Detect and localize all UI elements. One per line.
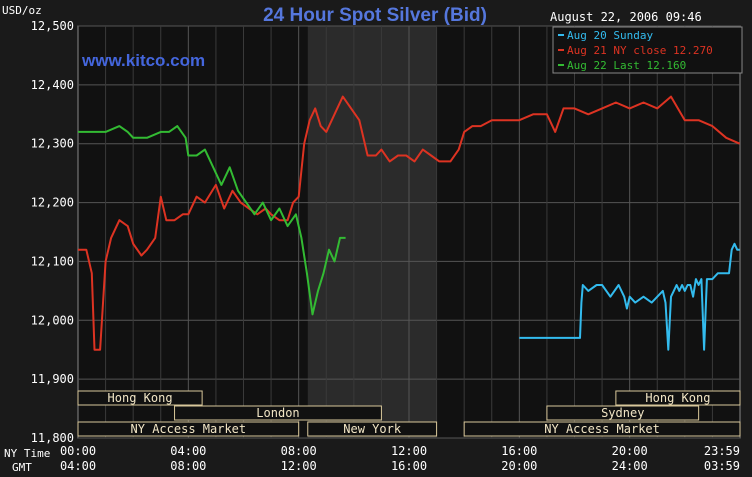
session-label: NY Access Market <box>131 422 247 436</box>
x-tick-label-gmt: 12:00 <box>281 459 317 473</box>
y-tick-label: 11,900 <box>31 372 74 386</box>
x-tick-label-gmt: 04:00 <box>60 459 96 473</box>
session-box <box>463 421 741 437</box>
y-tick-label: 12,200 <box>31 196 74 210</box>
x-tick-label-ny: 08:00 <box>281 444 317 458</box>
legend-entry: Aug 21 NY close 12.270 <box>567 44 713 57</box>
y-tick-label: 12,100 <box>31 254 74 268</box>
x-tick-label-gmt: 03:59 <box>704 459 740 473</box>
x-tick-label-gmt: 20:00 <box>501 459 537 473</box>
new-york-shaded-region <box>307 26 437 438</box>
session-box <box>546 405 700 421</box>
series-line-1 <box>78 95 741 351</box>
series-line-0 <box>519 242 740 351</box>
x-tick-label-ny: 00:00 <box>60 444 96 458</box>
session-label: New York <box>343 422 402 436</box>
x-tick-label-ny: 16:00 <box>501 444 537 458</box>
market-sessions: Hong Kong Hong Kong London Sydney NY Access … <box>77 390 741 437</box>
y-tick-label: 11,800 <box>31 431 74 445</box>
x-tick-label-gmt: 16:00 <box>391 459 427 473</box>
y-axis-label: USD/oz <box>2 4 42 17</box>
x-tick-labels: 00:00 04:00 08:00 12:00 16:00 20:00 23:5904:00… <box>60 444 740 473</box>
chart-timestamp: August 22, 2006 09:46 <box>550 10 702 24</box>
x-tick-label-ny: 23:59 <box>704 444 740 458</box>
session-box <box>307 421 438 437</box>
chart-title: 24 Hour Spot Silver (Bid) <box>263 5 487 26</box>
session-label: London <box>256 406 299 420</box>
legend-entry: Aug 20 Sunday <box>567 29 653 42</box>
y-tick-label: 12,000 <box>31 313 74 327</box>
y-tick-label: 12,400 <box>31 78 74 92</box>
legend-entry: Aug 22 Last 12.160 <box>567 59 686 72</box>
y-tick-label: 12,300 <box>31 137 74 151</box>
x-tick-label-ny: 20:00 <box>612 444 648 458</box>
session-box <box>77 390 203 406</box>
series-lines <box>78 95 741 351</box>
grid-lines <box>78 25 740 439</box>
legend: Aug 20 Sunday Aug 21 NY close 12.270 Aug 2… <box>552 26 743 74</box>
session-box <box>615 390 741 406</box>
x-tick-label-gmt: 24:00 <box>612 459 648 473</box>
session-label: NY Access Market <box>544 422 660 436</box>
series-line-2 <box>78 125 346 316</box>
legend-box <box>552 26 743 74</box>
watermark: www.kitco.com <box>81 51 205 70</box>
x-tick-label-gmt: 08:00 <box>170 459 206 473</box>
x-tick-label-ny: 04:00 <box>170 444 206 458</box>
x-tick-label-ny: 12:00 <box>391 444 427 458</box>
x-axis-label-ny: NY Time <box>4 447 50 460</box>
session-box <box>174 405 382 421</box>
session-label: Hong Kong <box>108 391 173 405</box>
session-label: Sydney <box>601 406 644 420</box>
x-axis-label-gmt: GMT <box>12 461 32 474</box>
y-tick-labels: 12,500 12,400 12,300 12,200 12,100 12,000 11,9… <box>31 19 74 445</box>
session-label: Hong Kong <box>645 391 710 405</box>
session-box <box>77 421 300 437</box>
y-tick-label: 12,500 <box>31 19 74 33</box>
